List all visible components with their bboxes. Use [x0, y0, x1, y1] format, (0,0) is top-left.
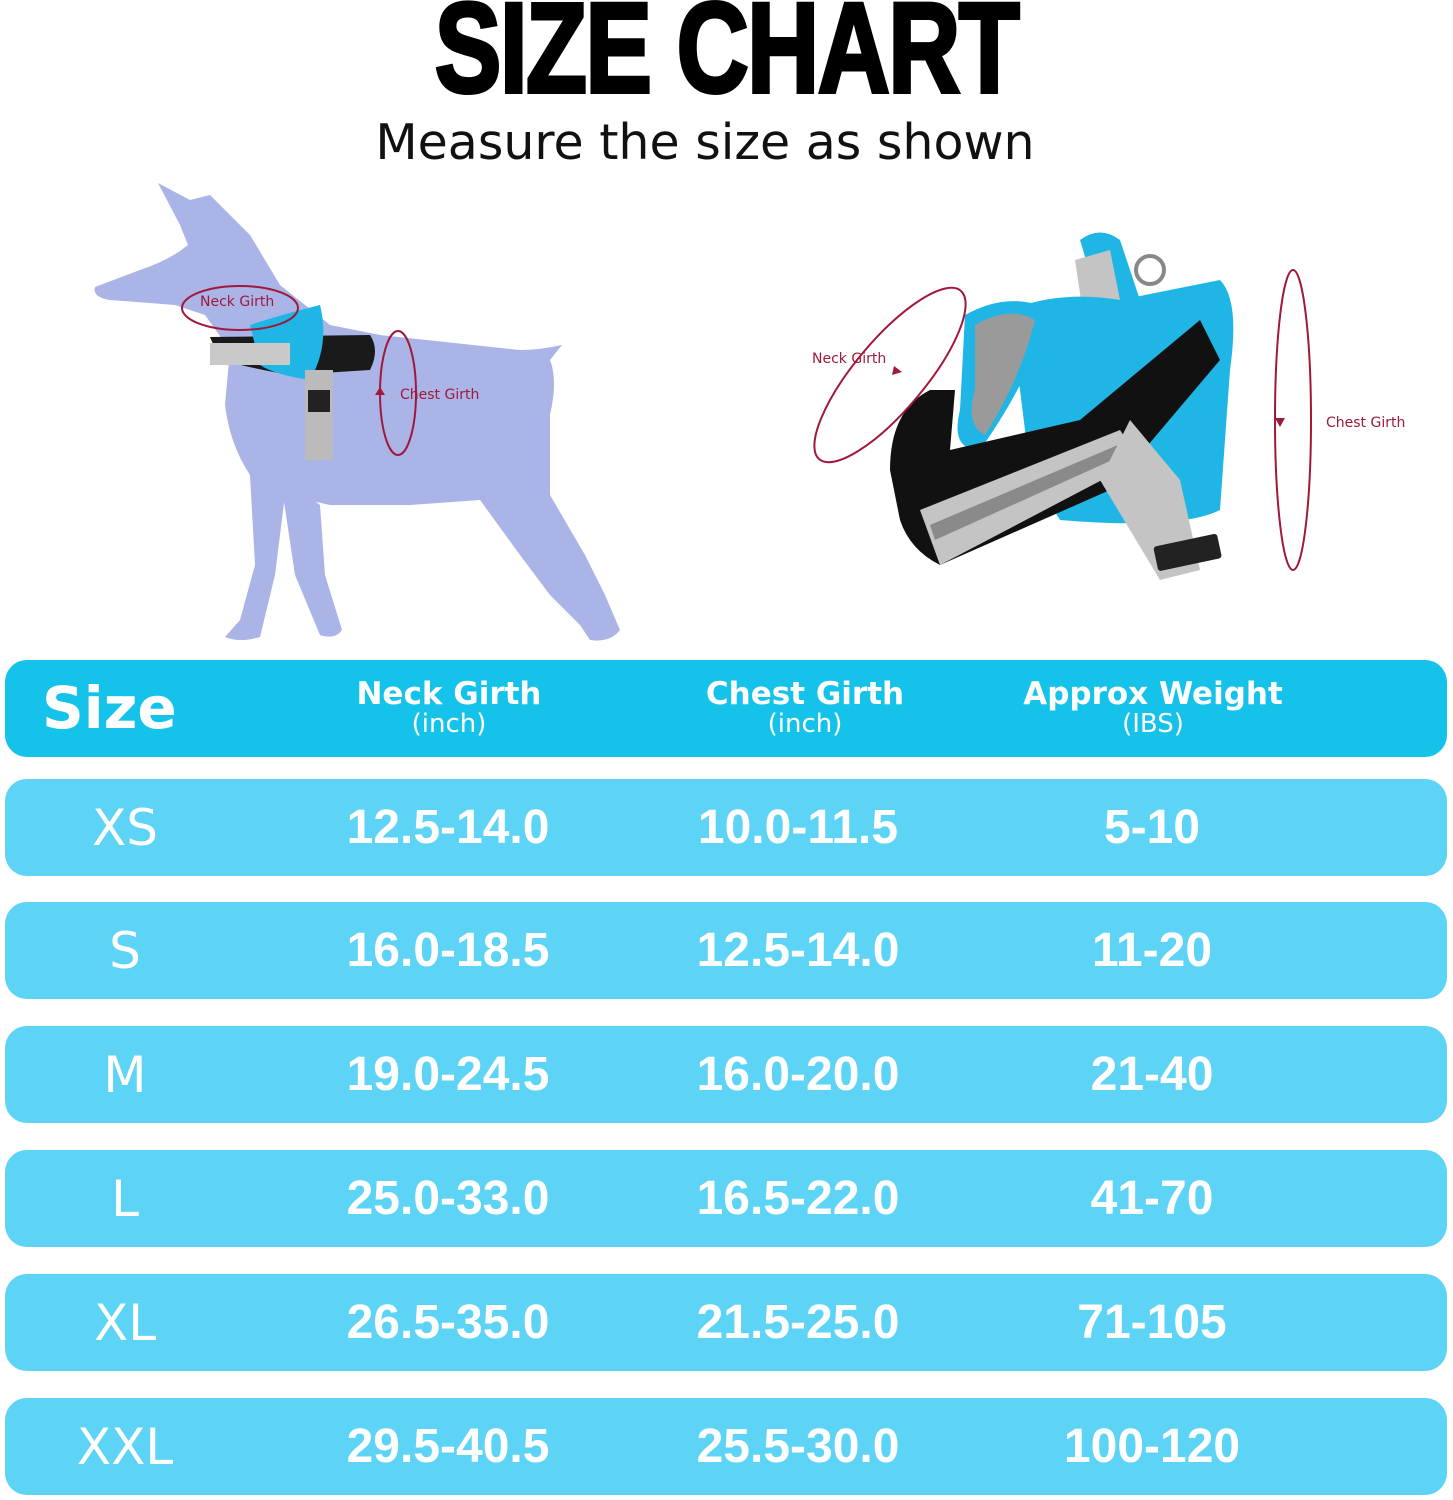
neck-girth-label: Neck Girth [812, 351, 886, 367]
chest-girth-loop [1274, 269, 1312, 571]
chest-girth-label: Chest Girth [1326, 415, 1405, 431]
cell-weight: 11-20 [1091, 924, 1213, 977]
chest-girth-label: Chest Girth [400, 387, 479, 403]
cell-size: XXL [76, 1417, 174, 1476]
header-size: Size [42, 674, 177, 742]
page-title: SIZE CHART [433, 0, 1021, 120]
table-row: XXL 29.5-40.5 25.5-30.0 100-120 [5, 1398, 1447, 1495]
cell-neck-girth: 16.0-18.5 [346, 924, 550, 977]
header-chest-girth: Chest Girth (inch) [705, 676, 905, 739]
neck-girth-label: Neck Girth [200, 294, 274, 310]
cell-chest-girth: 16.5-22.0 [696, 1172, 900, 1225]
cell-chest-girth: 21.5-25.0 [696, 1296, 900, 1349]
cell-weight: 41-70 [1090, 1172, 1214, 1225]
dog-diagram: Neck Girth Chest Girth [94, 183, 621, 641]
neck-girth-loop [813, 286, 967, 464]
cell-size: L [111, 1169, 139, 1228]
cell-weight: 71-105 [1077, 1296, 1227, 1349]
cell-neck-girth: 29.5-40.5 [346, 1420, 550, 1473]
table-row: XL 26.5-35.0 21.5-25.0 71-105 [5, 1274, 1447, 1371]
table-row: L 25.0-33.0 16.5-22.0 41-70 [5, 1150, 1447, 1247]
table-header: Size Neck Girth (inch) Chest Girth (inch… [5, 660, 1447, 757]
header-weight: Approx Weight (IBS) [1023, 676, 1283, 739]
cell-weight: 100-120 [1063, 1420, 1241, 1473]
cell-size: XS [92, 798, 158, 857]
header-neck-girth: Neck Girth (inch) [356, 676, 542, 739]
arrow-icon [375, 387, 385, 395]
cell-size: M [103, 1045, 147, 1104]
cell-weight: 21-40 [1090, 1048, 1214, 1101]
cell-chest-girth: 10.0-11.5 [697, 801, 899, 854]
table-row: S 16.0-18.5 12.5-14.0 11-20 [5, 902, 1447, 999]
table-row: XS 12.5-14.0 10.0-11.5 5-10 [5, 779, 1447, 876]
table-row: M 19.0-24.5 16.0-20.0 21-40 [5, 1026, 1447, 1123]
arrow-icon [1275, 418, 1285, 427]
cell-chest-girth: 16.0-20.0 [696, 1048, 900, 1101]
cell-size: XL [93, 1293, 157, 1352]
cell-neck-girth: 26.5-35.0 [346, 1296, 550, 1349]
harness-diagram: Neck Girth Chest Girth [812, 232, 1405, 580]
cell-neck-girth: 19.0-24.5 [346, 1048, 550, 1101]
neck-girth-loop [181, 285, 299, 331]
cell-chest-girth: 25.5-30.0 [696, 1420, 900, 1473]
cell-weight: 5-10 [1103, 801, 1201, 854]
cell-neck-girth: 25.0-33.0 [346, 1172, 550, 1225]
cell-size: S [109, 921, 141, 980]
arrow-icon [892, 366, 902, 375]
cell-chest-girth: 12.5-14.0 [696, 924, 900, 977]
dog-silhouette [94, 183, 621, 641]
cell-neck-girth: 12.5-14.0 [346, 801, 550, 854]
page-subtitle: Measure the size as shown [375, 114, 1035, 171]
